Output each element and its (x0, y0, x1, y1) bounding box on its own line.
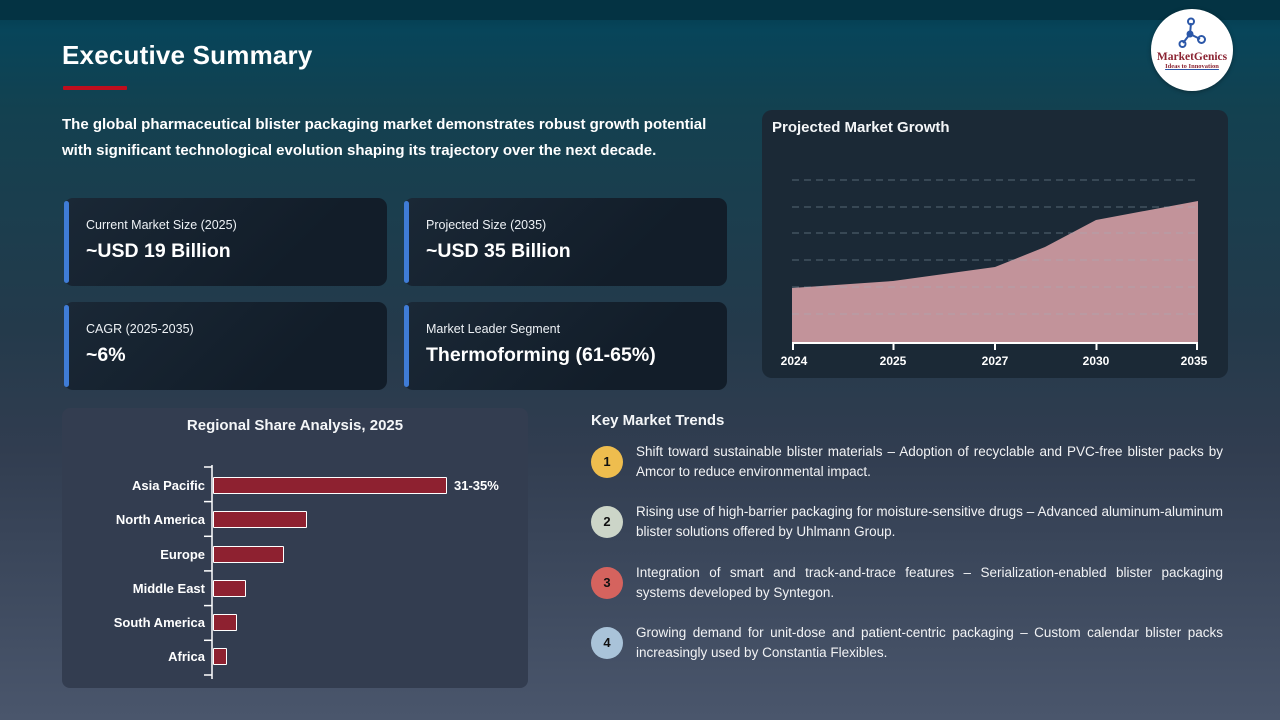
trend-number-badge: 2 (591, 506, 623, 538)
regional-chart-title: Regional Share Analysis, 2025 (186, 417, 404, 434)
trend-item: 2 Rising use of high-barrier packaging f… (591, 500, 1223, 544)
brand-logo: MarketGenics Ideas to Innovation (1151, 9, 1233, 91)
trend-item: 4 Growing demand for unit-dose and patie… (591, 621, 1223, 665)
top-accent-bar (0, 0, 1280, 20)
stat-card-leader-segment: Market Leader Segment Thermoforming (61-… (404, 302, 727, 390)
growth-area-chart (792, 179, 1198, 350)
stat-label: Market Leader Segment (426, 322, 561, 336)
bar-category-label: Africa (168, 649, 205, 664)
card-accent-bar (404, 305, 409, 387)
trend-text: Integration of smart and track-and-trace… (636, 564, 1223, 601)
intro-text: The global pharmaceutical blister packag… (62, 116, 707, 159)
trend-item: 3 Integration of smart and track-and-tra… (591, 561, 1223, 605)
trend-item: 1 Shift toward sustainable blister mater… (591, 440, 1223, 484)
title-underline (63, 86, 127, 90)
regional-bar (213, 614, 237, 631)
bar-category-label: Europe (160, 547, 205, 562)
bar-category-label: Middle East (132, 581, 205, 596)
regional-bar (213, 580, 246, 597)
regional-chart-panel: Regional Share Analysis, 2025 Asia Pacif… (62, 408, 528, 688)
bar-category-label: Asia Pacific (132, 478, 205, 493)
bar-data-label: 31-35% (454, 478, 499, 493)
stat-value: ~USD 19 Billion (86, 240, 231, 262)
trend-number-badge: 3 (591, 567, 623, 599)
growth-chart-title: Projected Market Growth (772, 119, 950, 136)
trend-number-badge: 1 (591, 446, 623, 478)
x-tick-label: 2035 (1180, 354, 1208, 368)
regional-bar (213, 648, 227, 665)
bar-category-label: South America (113, 615, 205, 630)
stat-value: Thermoforming (61-65%) (426, 344, 656, 366)
card-accent-bar (64, 201, 69, 283)
growth-area-shape (792, 201, 1198, 343)
trend-number-badge: 4 (591, 627, 623, 659)
x-tick-label: 2030 (1082, 354, 1110, 368)
trend-text: Growing demand for unit-dose and patient… (636, 624, 1223, 661)
logo-tagline-text: Ideas to Innovation (1165, 63, 1219, 70)
x-tick-label: 2024 (780, 354, 808, 368)
growth-chart-panel: Projected Market Growth 2024 2025 2 (762, 110, 1228, 378)
trend-text: Rising use of high-barrier packaging for… (636, 503, 1223, 540)
stat-value: ~6% (86, 344, 126, 366)
regional-bar (213, 545, 284, 563)
stat-card-current-size: Current Market Size (2025) ~USD 19 Billi… (64, 198, 387, 286)
regional-bar (213, 511, 307, 528)
stat-value: ~USD 35 Billion (426, 240, 571, 262)
molecule-icon (1178, 17, 1206, 48)
x-tick-label: 2027 (981, 354, 1009, 368)
logo-brand-text: MarketGenics (1156, 51, 1228, 63)
stat-card-projected-size: Projected Size (2035) ~USD 35 Billion (404, 198, 727, 286)
trends-section-title: Key Market Trends (591, 412, 725, 429)
bar-category-label: North America (115, 512, 205, 527)
stat-label: CAGR (2025-2035) (86, 322, 194, 336)
trend-text: Shift toward sustainable blister materia… (636, 443, 1223, 480)
gridlines (792, 179, 1198, 315)
regional-bar (213, 476, 447, 494)
x-axis (792, 342, 1198, 350)
y-axis (204, 465, 213, 679)
card-accent-bar (404, 201, 409, 283)
page-title: Executive Summary (62, 40, 313, 70)
stat-label: Projected Size (2035) (426, 218, 547, 232)
card-accent-bar (64, 305, 69, 387)
x-tick-label: 2025 (879, 354, 907, 368)
stat-card-cagr: CAGR (2025-2035) ~6% (64, 302, 387, 390)
stat-label: Current Market Size (2025) (86, 218, 237, 232)
